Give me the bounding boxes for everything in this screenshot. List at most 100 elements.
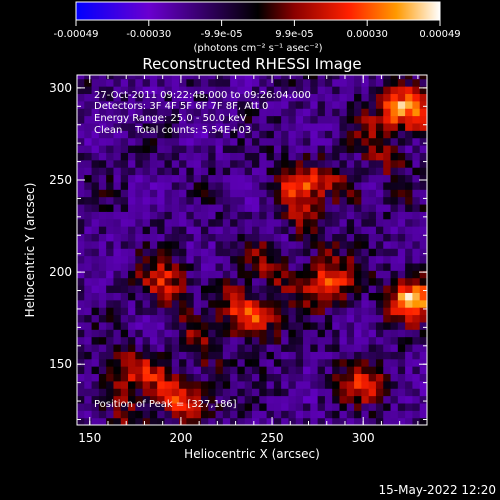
heatmap-cell xyxy=(244,262,253,271)
heatmap-cell xyxy=(186,321,195,330)
heatmap-cell xyxy=(310,395,319,404)
heatmap-cell xyxy=(405,159,414,168)
heatmap-cell xyxy=(383,108,392,117)
heatmap-cell xyxy=(332,343,341,352)
heatmap-cell xyxy=(412,314,421,323)
heatmap-cell xyxy=(368,255,377,264)
heatmap-cell xyxy=(354,211,362,220)
heatmap-cell xyxy=(368,410,377,419)
heatmap-cell xyxy=(179,159,187,168)
heatmap-cell xyxy=(230,388,239,397)
heatmap-cell xyxy=(222,358,231,367)
heatmap-cell xyxy=(91,410,100,419)
heatmap-cell xyxy=(346,211,355,220)
heatmap-cell xyxy=(383,277,392,286)
heatmap-cell xyxy=(200,78,209,87)
heatmap-cell xyxy=(317,292,326,301)
heatmap-cell xyxy=(324,159,333,168)
heatmap-cell xyxy=(84,86,93,95)
heatmap-cell xyxy=(230,130,239,139)
heatmap-cell xyxy=(237,329,246,338)
heatmap-cell xyxy=(368,417,377,425)
heatmap-cell xyxy=(77,307,85,316)
heatmap-cell xyxy=(324,115,333,124)
heatmap-cell xyxy=(412,137,421,146)
heatmap-cell xyxy=(273,145,282,153)
heatmap-cell xyxy=(383,196,392,205)
heatmap-cell xyxy=(84,115,93,124)
heatmap-cell xyxy=(324,152,333,161)
heatmap-cell xyxy=(397,218,406,227)
heatmap-cell xyxy=(252,152,260,161)
heatmap-cell xyxy=(142,307,151,316)
heatmap-cell xyxy=(106,226,115,235)
heatmap-cell xyxy=(98,262,107,271)
heatmap-cell xyxy=(368,262,377,271)
heatmap-cell xyxy=(412,122,421,131)
heatmap-cell xyxy=(106,285,115,293)
heatmap-cell xyxy=(98,211,107,220)
heatmap-cell xyxy=(375,299,384,308)
heatmap-cell xyxy=(171,343,180,352)
heatmap-cell xyxy=(128,167,136,176)
heatmap-cell xyxy=(179,410,187,419)
heatmap-cell xyxy=(193,86,202,95)
heatmap-cell xyxy=(259,417,268,425)
heatmap-cell xyxy=(193,152,202,161)
heatmap-cell xyxy=(91,380,100,389)
heatmap-cell xyxy=(303,248,311,257)
heatmap-cell xyxy=(135,277,144,286)
heatmap-cell xyxy=(149,108,158,117)
colorbar-ticks: -0.00049 -0.00030 -9.9e-05 9.9e-05 0.00030 0.… xyxy=(54,20,461,40)
heatmap-cell xyxy=(135,203,144,212)
heatmap-cell xyxy=(346,329,355,338)
heatmap-cell xyxy=(419,388,427,397)
heatmap-cell xyxy=(164,78,173,87)
heatmap-cell xyxy=(405,174,414,183)
heatmap-cell xyxy=(361,410,370,419)
heatmap-cell xyxy=(412,336,421,345)
heatmap-cell xyxy=(324,270,333,279)
heatmap-cell xyxy=(128,262,136,271)
heatmap-cell xyxy=(179,395,187,404)
heatmap-cell xyxy=(281,189,290,198)
heatmap-cell xyxy=(120,100,129,109)
heatmap-cell xyxy=(200,336,209,345)
heatmap-cell xyxy=(310,100,319,109)
heatmap-cell xyxy=(142,395,151,404)
heatmap-cell xyxy=(193,174,202,183)
heatmap-cell xyxy=(186,189,195,198)
heatmap-cell xyxy=(383,395,392,404)
heatmap-cell xyxy=(288,145,297,153)
heatmap-cell xyxy=(179,343,187,352)
heatmap-cell xyxy=(84,410,93,419)
heatmap-cell xyxy=(317,145,326,153)
heatmap-cell xyxy=(339,152,348,161)
heatmap-cell xyxy=(208,100,217,109)
heatmap-cell xyxy=(193,329,202,338)
heatmap-cell xyxy=(215,181,224,190)
heatmap-cell xyxy=(215,100,224,109)
heatmap-cell xyxy=(368,366,377,375)
heatmap-cell xyxy=(317,285,326,293)
heatmap-cell xyxy=(324,255,333,264)
heatmap-cell xyxy=(106,292,115,301)
heatmap-cell xyxy=(317,167,326,176)
heatmap-cell xyxy=(179,292,187,301)
heatmap-cell xyxy=(77,108,85,117)
heatmap-cell xyxy=(310,226,319,235)
heatmap-cell xyxy=(98,285,107,293)
heatmap-cell xyxy=(157,233,166,242)
heatmap-cell xyxy=(405,181,414,190)
heatmap-cell xyxy=(310,189,319,198)
heatmap-cell xyxy=(179,211,187,220)
heatmap-cell xyxy=(295,417,304,425)
heatmap-cell xyxy=(288,137,297,146)
heatmap-cell xyxy=(157,343,166,352)
heatmap-cell xyxy=(383,314,392,323)
heatmap-cell xyxy=(91,248,100,257)
heatmap-cell xyxy=(106,152,115,161)
heatmap-cell xyxy=(113,137,122,146)
heatmap-cell xyxy=(142,137,151,146)
heatmap-cell xyxy=(135,388,144,397)
